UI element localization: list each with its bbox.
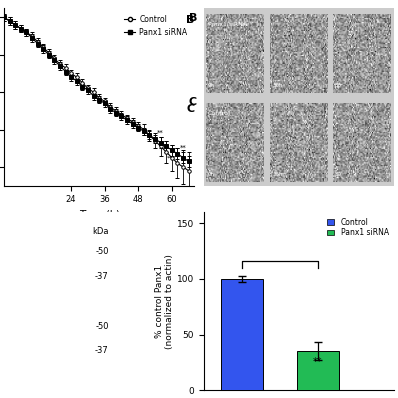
Text: -37: -37 [95, 346, 109, 355]
Text: C: C [186, 104, 194, 114]
Text: **: ** [313, 357, 323, 367]
Text: 0h: 0h [208, 83, 215, 88]
Bar [221, 279, 263, 390]
Text: -50: -50 [95, 322, 109, 331]
Bar [297, 351, 339, 390]
Text: 36h: 36h [272, 83, 283, 88]
Text: B: B [186, 15, 194, 25]
Text: -50: -50 [95, 247, 109, 256]
Y-axis label: % control Panx1
(normalized to actin): % control Panx1 (normalized to actin) [154, 254, 174, 349]
Legend: Control, Panx1 siRNA: Control, Panx1 siRNA [121, 12, 190, 40]
Legend: Control, Panx1 siRNA: Control, Panx1 siRNA [325, 216, 390, 239]
Text: 0h: 0h [208, 172, 215, 177]
Text: ***: *** [167, 156, 177, 160]
Text: kDa: kDa [92, 226, 109, 236]
Text: **: ** [157, 130, 164, 136]
Text: 80: 80 [335, 172, 342, 177]
Text: C: C [189, 97, 197, 107]
Text: -37: -37 [95, 272, 109, 281]
X-axis label: Time (h): Time (h) [79, 210, 119, 220]
Text: 80: 80 [335, 83, 342, 88]
Text: B: B [189, 13, 197, 23]
Text: Control: Control [208, 111, 230, 116]
Text: **: ** [179, 145, 186, 151]
Text: Panx1 siRNA: Panx1 siRNA [208, 22, 247, 27]
Text: 36h: 36h [272, 172, 283, 177]
